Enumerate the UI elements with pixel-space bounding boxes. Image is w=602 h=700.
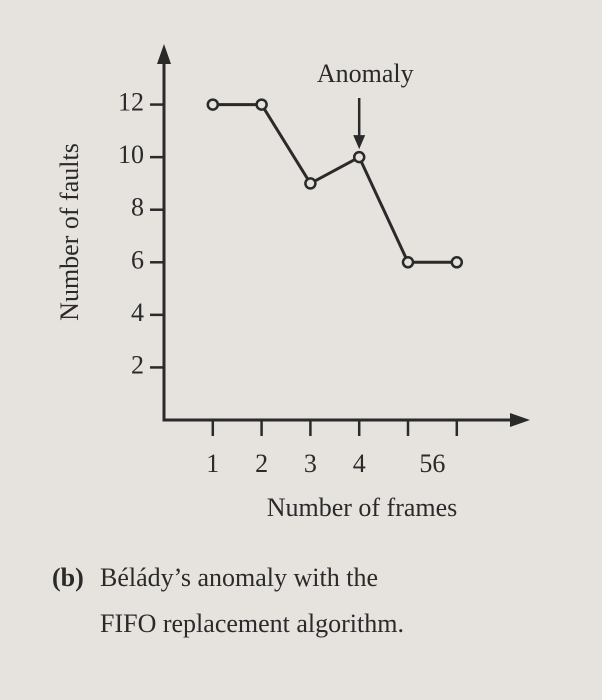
line: [212, 103, 457, 264]
annotation: Anomaly: [317, 59, 414, 88]
annotation-arrowhead: [353, 135, 366, 150]
y-tick-label: 8: [131, 193, 144, 222]
y-tick-label: 10: [118, 140, 144, 169]
axes: [162, 52, 520, 422]
caption-line: FIFO replacement algorithm.: [100, 609, 404, 638]
y-tick-label: 2: [131, 350, 144, 379]
x-tick-label: 3: [304, 449, 317, 478]
y-axis-label: Number of faults: [55, 143, 84, 321]
point: [450, 256, 464, 269]
x-tick-label: 4: [353, 449, 366, 478]
y-tick-label: 6: [131, 245, 144, 274]
point: [255, 98, 268, 111]
caption-label: (b): [52, 563, 84, 592]
point: [401, 256, 415, 269]
y-tick-label: 12: [118, 88, 144, 117]
x-tick-label: 56: [419, 449, 445, 478]
point: [206, 98, 220, 111]
x-tick-label: 1: [206, 449, 219, 478]
point: [304, 177, 317, 190]
x-axis-label: Number of frames: [267, 493, 458, 522]
y-tick-label: 4: [131, 298, 144, 327]
x-tick-label: 2: [255, 449, 268, 478]
point: [352, 150, 366, 164]
caption-line: Bélády’s anomaly with the: [100, 563, 378, 592]
